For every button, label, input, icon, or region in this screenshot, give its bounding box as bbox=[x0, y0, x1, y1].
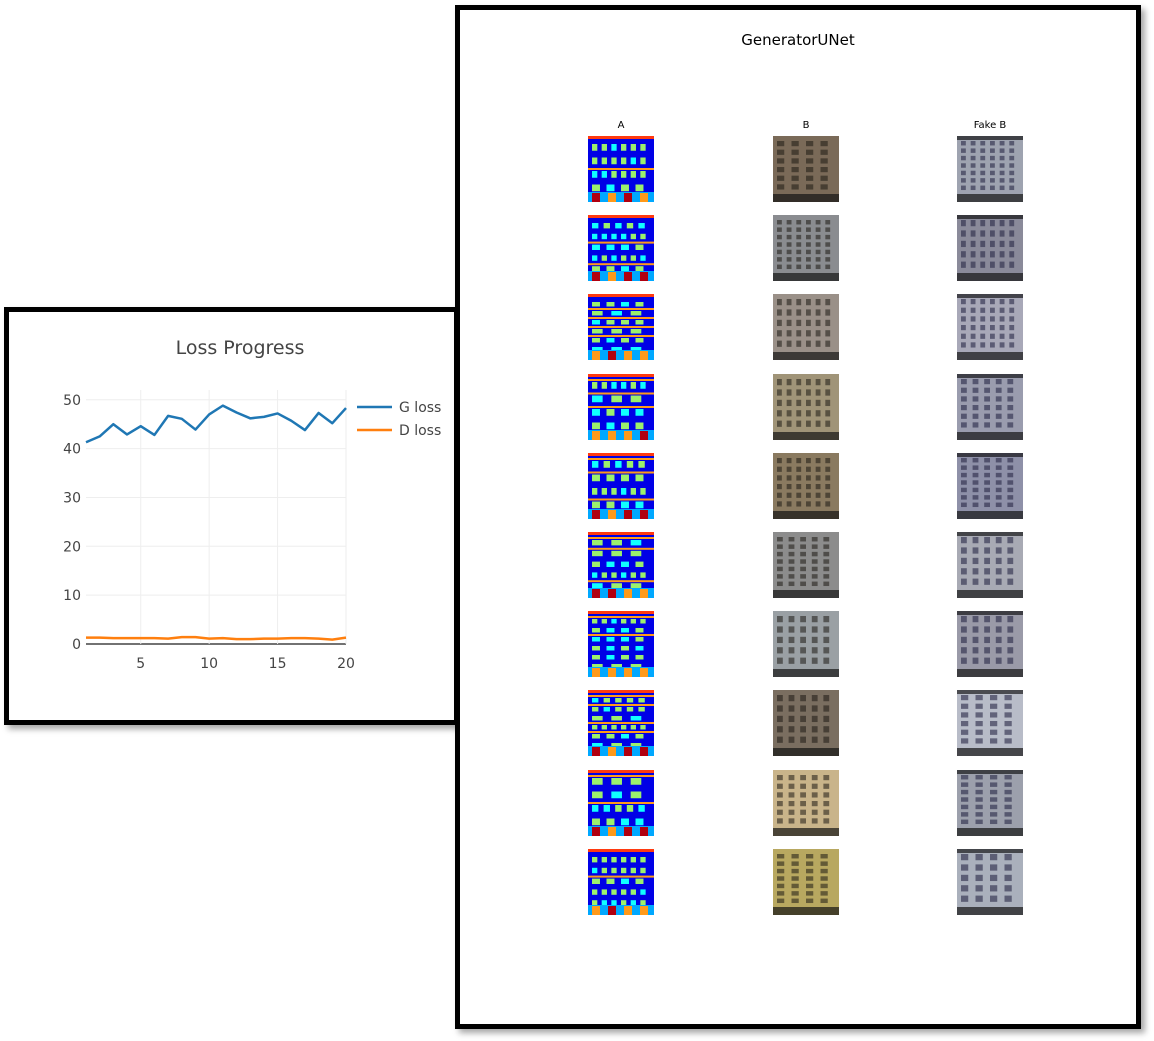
real-photo-thumbnail bbox=[773, 849, 839, 915]
column-header-fake-b: Fake B bbox=[973, 120, 1007, 131]
series-line-d-loss bbox=[86, 635, 347, 641]
generated-photo-thumbnail bbox=[957, 453, 1023, 519]
chart-grid bbox=[86, 390, 347, 645]
label-map-thumbnail bbox=[588, 611, 654, 677]
real-photo-thumbnail bbox=[773, 532, 839, 598]
legend-label[interactable]: G loss bbox=[399, 400, 441, 416]
real-photo-thumbnail bbox=[773, 215, 839, 281]
y-tick-label: 20 bbox=[63, 539, 81, 555]
real-photo-thumbnail bbox=[773, 453, 839, 519]
real-photo-thumbnail bbox=[773, 294, 839, 360]
x-tick-label: 15 bbox=[269, 656, 287, 672]
column-header-a: A bbox=[617, 120, 625, 131]
generated-photo-thumbnail bbox=[957, 374, 1023, 440]
series-line-g-loss bbox=[85, 404, 347, 444]
loss-progress-panel: Loss Progress 0 10 20 30 40 50 5 10 15 20 G loss D… bbox=[4, 307, 459, 725]
generated-photo-thumbnail bbox=[957, 611, 1023, 677]
y-tick-label: 40 bbox=[63, 442, 81, 458]
real-photo-thumbnail bbox=[773, 374, 839, 440]
generator-samples-panel: GeneratorUNet A B Fake B bbox=[455, 5, 1141, 1029]
real-photo-thumbnail bbox=[773, 136, 839, 202]
label-map-thumbnail bbox=[588, 136, 654, 202]
chart-ticks: 0 10 20 30 40 50 5 10 15 20 bbox=[63, 393, 355, 672]
label-map-thumbnail bbox=[588, 453, 654, 519]
y-tick-label: 10 bbox=[63, 588, 81, 604]
label-map-thumbnail bbox=[588, 532, 654, 598]
generated-photo-thumbnail bbox=[957, 532, 1023, 598]
chart-legend[interactable]: G loss D loss bbox=[357, 400, 441, 439]
generated-photo-thumbnail bbox=[957, 136, 1023, 202]
label-map-thumbnail bbox=[588, 690, 654, 756]
label-map-thumbnail bbox=[588, 849, 654, 915]
generated-photo-thumbnail bbox=[957, 215, 1023, 281]
samples-title: GeneratorUNet bbox=[741, 31, 855, 49]
y-tick-label: 0 bbox=[72, 637, 81, 653]
generated-photo-thumbnail bbox=[957, 770, 1023, 836]
label-map-thumbnail bbox=[588, 374, 654, 440]
real-photo-thumbnail bbox=[773, 611, 839, 677]
real-photo-thumbnail bbox=[773, 690, 839, 756]
generated-photo-thumbnail bbox=[957, 690, 1023, 756]
x-tick-label: 5 bbox=[136, 656, 145, 672]
label-map-thumbnail bbox=[588, 770, 654, 836]
real-photo-thumbnail bbox=[773, 770, 839, 836]
chart-lines bbox=[85, 404, 347, 641]
label-map-thumbnail bbox=[588, 294, 654, 360]
x-tick-label: 10 bbox=[200, 656, 218, 672]
column-header-b: B bbox=[802, 120, 810, 131]
generated-photo-thumbnail bbox=[957, 294, 1023, 360]
y-tick-label: 30 bbox=[63, 490, 81, 506]
generated-photo-thumbnail bbox=[957, 849, 1023, 915]
y-tick-label: 50 bbox=[63, 393, 81, 409]
loss-chart: Loss Progress 0 10 20 30 40 50 5 10 15 20 G loss D… bbox=[63, 337, 441, 672]
chart-title: Loss Progress bbox=[176, 337, 305, 359]
legend-label[interactable]: D loss bbox=[399, 423, 441, 439]
x-tick-label: 20 bbox=[337, 656, 355, 672]
label-map-thumbnail bbox=[588, 215, 654, 281]
